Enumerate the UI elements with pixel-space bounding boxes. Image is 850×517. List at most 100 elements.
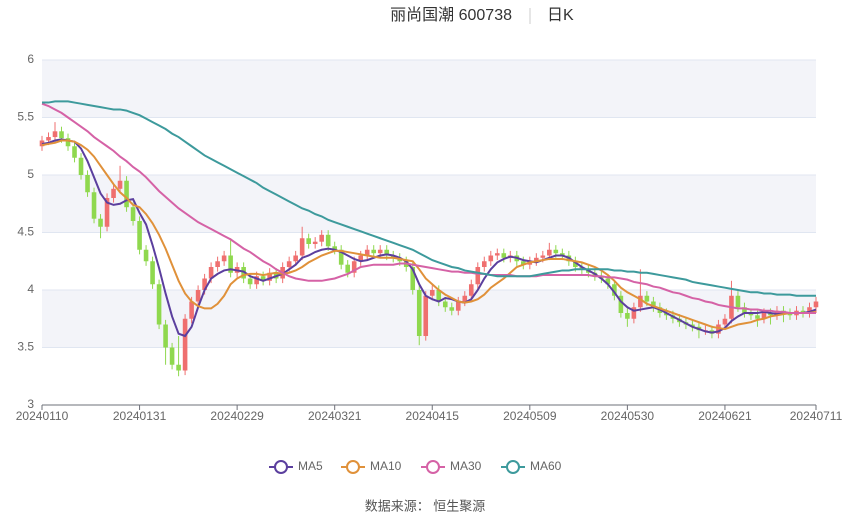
candle-body bbox=[553, 249, 559, 254]
candle-body bbox=[638, 295, 643, 308]
candle-body bbox=[59, 131, 64, 139]
candle-body bbox=[228, 255, 233, 273]
candle-body bbox=[501, 253, 507, 258]
candle-body bbox=[377, 249, 383, 254]
candle-body bbox=[807, 307, 812, 313]
candle-body bbox=[462, 295, 468, 302]
candle-body bbox=[325, 234, 331, 247]
candle-body bbox=[748, 313, 754, 316]
y-tick-label: 6 bbox=[27, 52, 34, 66]
candle-body bbox=[605, 278, 611, 285]
legend-marker bbox=[426, 460, 440, 474]
candle-body bbox=[429, 290, 435, 296]
candle-body bbox=[534, 257, 539, 262]
candle-body bbox=[46, 137, 51, 141]
candle-body bbox=[306, 238, 311, 244]
candle-body bbox=[286, 261, 292, 267]
candle-body bbox=[547, 249, 552, 256]
candle-body bbox=[735, 295, 741, 308]
candle-body bbox=[488, 255, 494, 262]
candle-body bbox=[104, 198, 110, 227]
candle-body bbox=[299, 238, 305, 256]
candle-body bbox=[755, 315, 760, 319]
candle-body bbox=[260, 276, 266, 281]
candle-body bbox=[449, 307, 455, 311]
chart-subtitle: 日K bbox=[547, 7, 574, 24]
ma-line bbox=[42, 100, 816, 297]
legend-marker bbox=[506, 460, 520, 474]
candle-body bbox=[98, 218, 103, 227]
candle-body bbox=[150, 261, 155, 285]
candle-body bbox=[293, 255, 298, 262]
candle-body bbox=[176, 364, 181, 371]
y-tick-label: 3.5 bbox=[17, 340, 34, 354]
candle-body bbox=[540, 255, 546, 258]
candle-body bbox=[664, 313, 669, 316]
candle-body bbox=[345, 264, 350, 273]
candle-body bbox=[618, 295, 624, 313]
x-tick-label: 20240110 bbox=[16, 409, 69, 423]
candle-body bbox=[111, 188, 116, 198]
candle-body bbox=[625, 313, 630, 319]
x-tick-label: 20240509 bbox=[503, 409, 557, 423]
x-tick-label: 20240229 bbox=[210, 409, 264, 423]
x-tick-label: 20240711 bbox=[790, 409, 843, 423]
source-note: 数据来源： 恒生聚源 bbox=[365, 498, 486, 513]
candle-body bbox=[787, 313, 793, 316]
candle-body bbox=[195, 290, 201, 302]
candle-body bbox=[573, 261, 578, 267]
legend-marker bbox=[274, 460, 288, 474]
candle-body bbox=[117, 180, 123, 189]
candle-body bbox=[130, 207, 136, 221]
candle-body bbox=[813, 301, 819, 308]
candle-body bbox=[78, 157, 84, 175]
ma-line bbox=[41, 102, 816, 314]
candle-body bbox=[761, 313, 767, 319]
candle-body bbox=[742, 307, 747, 313]
legend-label: MA60 bbox=[530, 459, 562, 473]
candle-body bbox=[768, 313, 773, 316]
legend-label: MA5 bbox=[298, 459, 323, 473]
candle-body bbox=[423, 295, 429, 336]
candle-body bbox=[722, 318, 728, 325]
candle-body bbox=[319, 234, 324, 242]
candle-body bbox=[475, 267, 481, 285]
candle-body bbox=[436, 290, 442, 302]
candle-body bbox=[267, 272, 272, 281]
candle-body bbox=[312, 241, 318, 244]
x-tick-label: 20240415 bbox=[406, 409, 460, 423]
candle-body bbox=[494, 253, 500, 256]
candle-body bbox=[644, 295, 650, 302]
candle-body bbox=[215, 261, 220, 267]
candle-body bbox=[65, 138, 71, 147]
candle-body bbox=[612, 284, 617, 296]
candle-body bbox=[364, 249, 370, 256]
legend-label: MA30 bbox=[450, 459, 482, 473]
candle-body bbox=[163, 324, 168, 348]
candle-body bbox=[247, 278, 253, 285]
candle-body bbox=[690, 324, 695, 327]
grid-band bbox=[42, 175, 816, 233]
legend-marker bbox=[346, 460, 360, 474]
x-tick-label: 20240621 bbox=[698, 409, 752, 423]
y-tick-label: 4 bbox=[27, 282, 34, 296]
legend-label: MA10 bbox=[370, 459, 402, 473]
candle-body bbox=[371, 249, 377, 254]
candle-body bbox=[384, 249, 390, 256]
candle-body bbox=[651, 301, 656, 308]
chart-title: 丽尚国潮 600738 bbox=[390, 6, 512, 24]
candle-body bbox=[390, 255, 396, 258]
candle-body bbox=[85, 175, 90, 193]
candle-body bbox=[189, 301, 194, 319]
candle-body bbox=[202, 278, 207, 290]
candle-body bbox=[579, 267, 585, 270]
candle-body bbox=[631, 307, 637, 319]
candle-body bbox=[169, 347, 175, 365]
candle-body bbox=[332, 246, 337, 250]
x-tick-label: 20240321 bbox=[308, 409, 362, 423]
candle-body bbox=[716, 324, 721, 334]
y-tick-label: 4.5 bbox=[17, 225, 34, 239]
candle-body bbox=[416, 290, 422, 336]
candle-body bbox=[468, 284, 474, 296]
